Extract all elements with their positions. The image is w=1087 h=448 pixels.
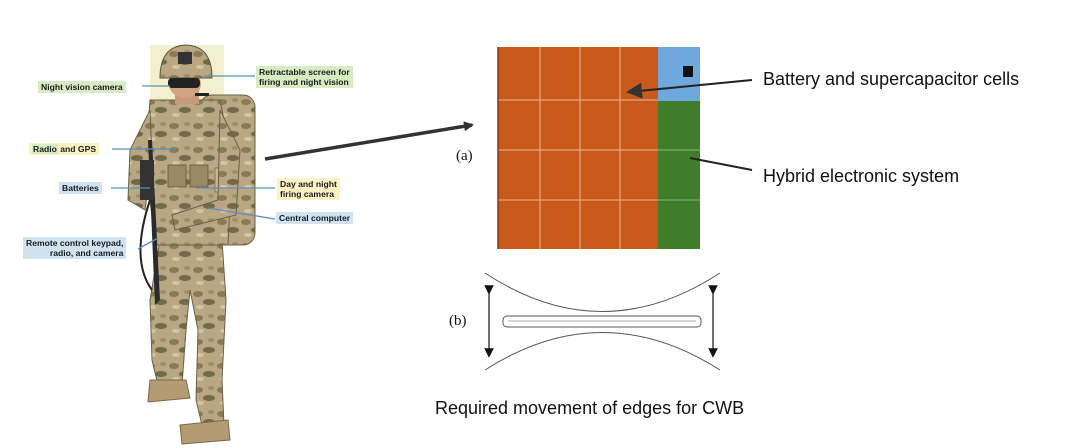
callout-remote-line1: Remote control keypad,	[26, 238, 124, 248]
callout-central-computer: Central computer	[276, 212, 354, 224]
callout-radio-gps: Radio and GPS	[29, 143, 100, 155]
soldier-callout-lines	[111, 75, 276, 250]
caption-cwb: Required movement of edges for CWB	[435, 398, 745, 418]
label-battery-supercapacitor: Battery and supercapacitor cells	[763, 69, 1020, 89]
rifle-cable	[139, 199, 153, 291]
callout-remote-line2: radio, and camera	[49, 248, 124, 258]
goggles	[168, 78, 200, 88]
rifle-stock	[140, 160, 154, 200]
vest-pouch	[167, 164, 187, 188]
callout-retractable-screen-line2: firing and night vision	[259, 77, 349, 87]
soldier-to-panel-arrow	[264, 121, 474, 161]
callout-gps-words: and GPS	[57, 144, 97, 154]
callout-day-night-camera: Day and night firing camera	[277, 178, 340, 200]
label-panel-b: (b)	[449, 313, 467, 329]
callout-day-night-line2: firing camera	[280, 189, 334, 199]
callout-day-night-line1: Day and night	[280, 179, 337, 189]
callout-retractable-screen-line1: Retractable screen for	[259, 67, 350, 77]
supercapacitor-terminal	[683, 66, 693, 77]
leader-central-computer	[207, 207, 276, 220]
upper-bend-curve	[484, 272, 721, 312]
flexible-panel	[502, 315, 702, 328]
left-boot	[147, 379, 191, 403]
hybrid-callout-line	[689, 157, 753, 171]
label-panel-a: (a)	[456, 148, 473, 164]
right-arm	[171, 109, 241, 231]
right-boot	[179, 419, 231, 445]
battery-callout-arrow	[626, 79, 753, 99]
leader-remote	[137, 237, 159, 250]
panel-a-grid	[497, 47, 700, 249]
supercapacitor-area	[658, 47, 700, 101]
vest-pouch	[189, 164, 209, 188]
hybrid-electronic-area	[658, 101, 700, 249]
lower-bend-curve	[484, 332, 721, 371]
label-hybrid-electronic: Hybrid electronic system	[763, 166, 960, 186]
soldier-legs	[149, 239, 227, 426]
headset-mic	[195, 93, 209, 96]
battery-cells-area	[498, 47, 658, 249]
callout-retractable-screen: Retractable screen for firing and night …	[256, 66, 353, 88]
callout-remote-control: Remote control keypad, radio, and camera	[23, 237, 127, 259]
callout-radio-word: Radio	[32, 144, 58, 154]
callout-night-vision-camera: Night vision camera	[38, 81, 126, 93]
soldier-illustration	[127, 44, 256, 445]
night-vision-device	[178, 52, 192, 64]
callout-batteries: Batteries	[59, 182, 102, 194]
panel-b-bending	[484, 272, 721, 371]
